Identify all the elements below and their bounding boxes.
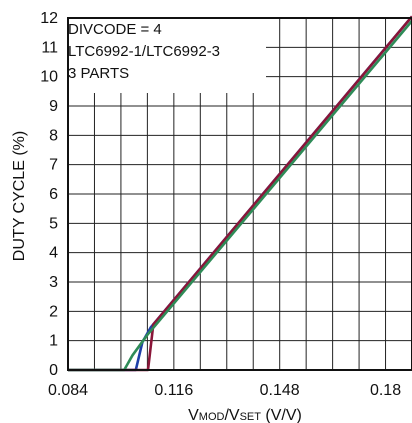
y-tick-label: 10 xyxy=(40,69,58,86)
y-tick-label: 1 xyxy=(49,333,58,350)
annotation-parts-count: 3 PARTS xyxy=(68,65,129,82)
x-tick-label: 0.084 xyxy=(48,382,88,399)
x-axis-title-sub1: MOD xyxy=(199,411,225,423)
x-axis-title: VMOD/VSET (V/V) xyxy=(188,407,302,423)
x-tick-label: 0.116 xyxy=(154,382,193,399)
y-tick-label: 12 xyxy=(40,10,58,27)
annotation-box: DIVCODE = 4 LTC6992-1/LTC6992-3 3 PARTS xyxy=(61,12,266,93)
y-tick-label: 9 xyxy=(49,98,58,115)
y-tick-label: 8 xyxy=(49,127,58,144)
y-tick-label: 6 xyxy=(49,186,58,203)
x-tick-labels: 0.084 0.116 0.148 0.18 xyxy=(48,382,401,399)
annotation-divcode: DIVCODE = 4 xyxy=(68,21,162,38)
x-axis-title-sub2: SET xyxy=(240,411,262,423)
y-axis-title: DUTY CYCLE (%) xyxy=(11,131,28,261)
y-tick-label: 0 xyxy=(49,362,58,379)
y-tick-label: 2 xyxy=(49,303,58,320)
x-tick-label: 0.148 xyxy=(260,382,300,399)
x-tick-label: 0.18 xyxy=(370,382,401,399)
y-tick-label: 4 xyxy=(49,245,58,262)
y-tick-label: 7 xyxy=(49,157,58,174)
annotation-part-numbers: LTC6992-1/LTC6992-3 xyxy=(68,43,220,60)
y-tick-label: 11 xyxy=(41,39,58,56)
x-axis-title-prefix: V xyxy=(188,407,199,423)
y-tick-label: 3 xyxy=(49,274,58,291)
x-axis-title-suffix: (V/V) xyxy=(261,407,302,423)
annotation-background xyxy=(61,12,266,93)
plot-frame xyxy=(67,17,412,371)
x-axis-title-mid: /V xyxy=(224,407,239,423)
y-tick-label: 5 xyxy=(49,215,58,232)
